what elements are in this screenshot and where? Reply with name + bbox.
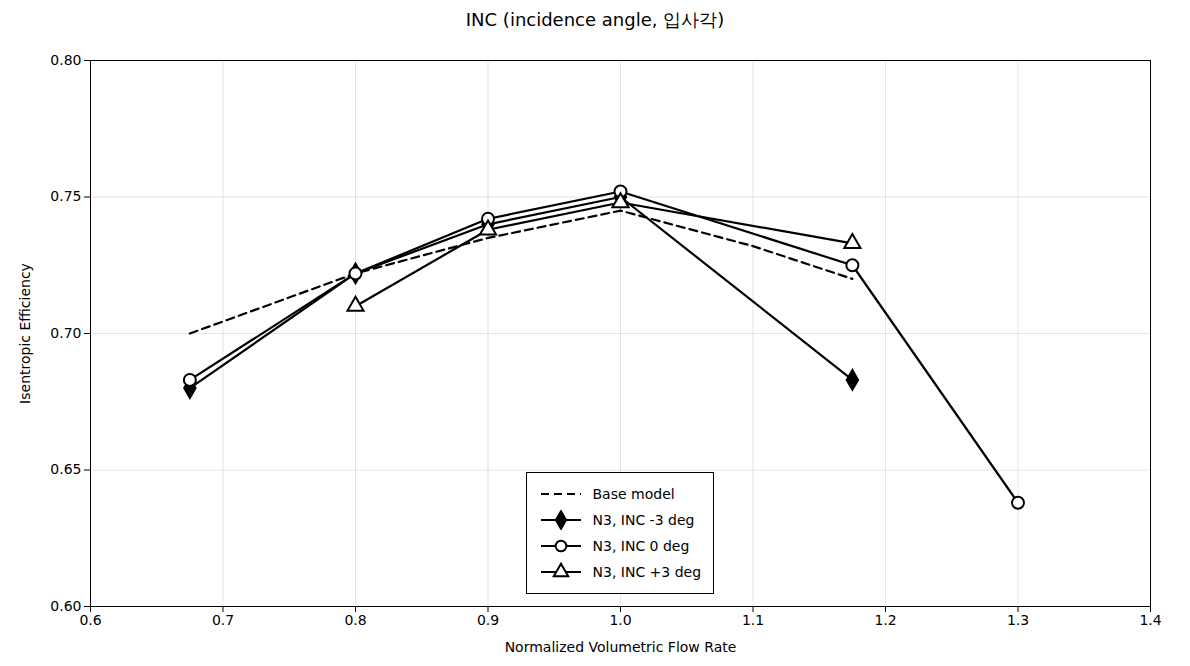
- svg-text:0.9: 0.9: [477, 612, 499, 628]
- svg-text:0.70: 0.70: [50, 325, 81, 341]
- svg-text:0.75: 0.75: [50, 188, 81, 204]
- svg-text:1.1: 1.1: [742, 612, 764, 628]
- html-text:N3, INC 0 deg: N3, INC 0 deg: [592, 538, 690, 554]
- svg-text:0.8: 0.8: [344, 612, 366, 628]
- svg-text:1.4: 1.4: [1139, 612, 1161, 628]
- svg-text:0.60: 0.60: [50, 598, 81, 614]
- html-text:N3, INC +3 deg: N3, INC +3 deg: [592, 564, 702, 580]
- svg-text:1.0: 1.0: [609, 612, 631, 628]
- svg-text:Normalized Volumetric Flow Rat: Normalized Volumetric Flow Rate: [505, 639, 737, 655]
- html-text:N3, INC -3 deg: N3, INC -3 deg: [592, 512, 695, 528]
- svg-text:0.6: 0.6: [79, 612, 101, 628]
- svg-text:Isentropic Efficiency: Isentropic Efficiency: [17, 263, 33, 404]
- svg-text:0.65: 0.65: [50, 461, 81, 477]
- svg-text:0.80: 0.80: [50, 52, 81, 68]
- html-text:INC (incidence angle, 입사각): INC (incidence angle, 입사각): [465, 9, 725, 30]
- svg-text:1.3: 1.3: [1007, 612, 1029, 628]
- svg-text:1.2: 1.2: [874, 612, 896, 628]
- html-text:Base model: Base model: [592, 486, 675, 502]
- svg-text:0.7: 0.7: [212, 612, 234, 628]
